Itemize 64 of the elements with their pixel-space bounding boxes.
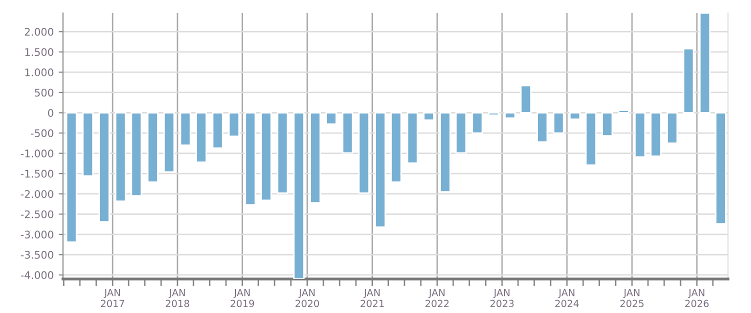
y-tick-label: -4.000 bbox=[20, 271, 54, 280]
bar bbox=[666, 112, 678, 144]
y-tick-label: -1.500 bbox=[20, 170, 54, 178]
x-tick-label: JAN 2022 bbox=[426, 289, 449, 308]
y-tick-label: 1.000 bbox=[25, 68, 54, 76]
bar bbox=[196, 112, 207, 163]
x-tick-label: JAN 2026 bbox=[685, 289, 709, 308]
bar bbox=[130, 112, 142, 197]
y-tick-label: 0 bbox=[48, 108, 54, 117]
bar bbox=[602, 112, 613, 137]
bar bbox=[326, 112, 337, 125]
bar bbox=[358, 112, 370, 194]
y-tick-label: 500 bbox=[34, 88, 54, 97]
bar bbox=[682, 48, 694, 114]
bar bbox=[66, 112, 78, 243]
x-tick-label: JAN 2020 bbox=[296, 289, 319, 308]
bar bbox=[423, 112, 434, 121]
x-tick-label: JAN 2017 bbox=[100, 289, 124, 308]
bar bbox=[618, 110, 630, 114]
y-tick-label: -1.000 bbox=[20, 150, 54, 158]
bar bbox=[536, 112, 548, 143]
x-tick-label: JAN 2023 bbox=[490, 289, 514, 308]
bar bbox=[98, 112, 110, 223]
x-tick-label: JAN 2019 bbox=[230, 289, 254, 308]
x-tick-label: JAN 2021 bbox=[360, 289, 384, 308]
bar bbox=[472, 112, 484, 134]
y-tick-label: -3.500 bbox=[20, 250, 54, 259]
bar bbox=[504, 112, 516, 119]
bar bbox=[650, 112, 662, 157]
bar bbox=[244, 112, 256, 206]
bar bbox=[634, 112, 646, 158]
bar bbox=[293, 112, 305, 279]
y-tick-label: -2.500 bbox=[20, 210, 54, 218]
x-tick-label: JAN 2024 bbox=[555, 289, 579, 308]
bar bbox=[82, 112, 94, 177]
y-tick-label: 2.000 bbox=[24, 28, 54, 36]
bar bbox=[342, 112, 354, 154]
bar bbox=[228, 112, 240, 137]
bar bbox=[488, 112, 500, 116]
bar bbox=[114, 112, 126, 202]
bar bbox=[715, 112, 726, 225]
bar bbox=[147, 112, 158, 183]
bar bbox=[585, 112, 597, 166]
bar bbox=[440, 112, 451, 193]
bar bbox=[455, 112, 467, 154]
bar bbox=[406, 112, 418, 164]
bar bbox=[569, 112, 581, 120]
bar bbox=[374, 112, 386, 228]
bar bbox=[276, 112, 288, 194]
y-tick-label: -500 bbox=[30, 129, 54, 138]
x-tick-label: JAN 2018 bbox=[166, 289, 190, 308]
bar bbox=[520, 84, 532, 114]
bar bbox=[260, 112, 272, 202]
bar bbox=[180, 112, 192, 146]
bar bbox=[163, 112, 175, 173]
bar bbox=[552, 112, 564, 134]
bar bbox=[310, 112, 321, 204]
bar bbox=[212, 112, 224, 149]
bar bbox=[699, 13, 711, 114]
y-tick-label: -2.000 bbox=[20, 190, 54, 198]
y-tick-label: -3.000 bbox=[20, 230, 54, 238]
x-tick-label: JAN 2025 bbox=[620, 289, 644, 308]
bar bbox=[390, 112, 402, 183]
y-tick-label: 1.500 bbox=[25, 48, 54, 56]
